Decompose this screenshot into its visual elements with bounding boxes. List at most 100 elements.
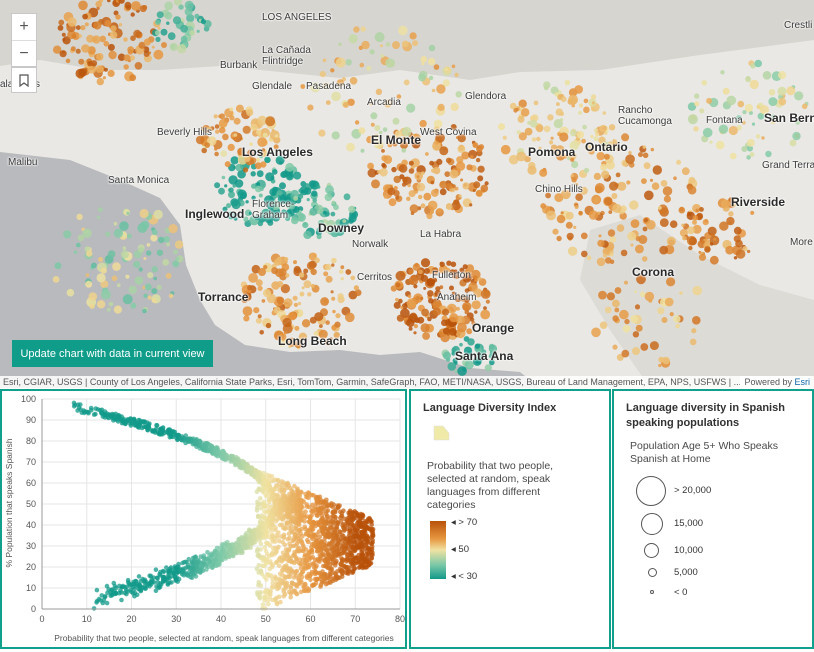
data-point (352, 539, 358, 545)
data-point (336, 553, 341, 558)
data-point (257, 501, 263, 507)
data-point (291, 492, 297, 498)
map-dot (626, 180, 631, 185)
data-point (350, 561, 356, 566)
data-point (348, 551, 354, 556)
esri-link[interactable]: Esri (794, 377, 811, 387)
data-point (304, 494, 309, 500)
x-tick-label: 20 (126, 614, 136, 624)
x-tick-label: 30 (171, 614, 181, 624)
map-dot (103, 67, 108, 72)
map-dot (325, 275, 333, 283)
map-dot (293, 302, 298, 307)
data-point (91, 412, 97, 417)
data-point (119, 584, 125, 590)
map-dot (581, 138, 586, 144)
map-dot (450, 261, 457, 268)
map-dot (447, 362, 457, 371)
data-point (260, 527, 266, 533)
map-dot (652, 165, 662, 175)
data-point (165, 576, 170, 581)
map-dot (342, 101, 349, 108)
data-point (304, 514, 310, 519)
data-point (296, 577, 301, 583)
data-point (281, 589, 287, 595)
map-dot (184, 7, 193, 16)
data-point (119, 597, 124, 603)
data-point (306, 490, 311, 495)
map-dot (439, 188, 447, 196)
map-dot (308, 252, 317, 261)
map-dot (331, 131, 340, 140)
zoom-in-button[interactable]: + (19, 18, 29, 35)
map-dot (745, 76, 752, 83)
map-dot (107, 0, 111, 3)
map-dot (360, 26, 366, 32)
map-dot (416, 182, 426, 192)
map-dot (224, 184, 228, 188)
basemap (0, 0, 814, 388)
data-point (276, 585, 282, 591)
data-point (288, 595, 294, 600)
data-point (227, 456, 233, 461)
data-point (300, 533, 305, 539)
data-point (269, 504, 274, 510)
map-dot (82, 13, 88, 20)
data-point (315, 558, 321, 563)
data-point (354, 512, 360, 518)
map-dot (126, 233, 132, 239)
map-dot (408, 190, 416, 198)
data-point (324, 548, 329, 553)
data-point (369, 556, 374, 561)
map-dot (354, 120, 360, 125)
city-label: Fontana (706, 115, 743, 126)
data-point (275, 492, 280, 498)
update-chart-button[interactable]: Update chart with data in current view (12, 340, 213, 367)
map-dot (452, 184, 456, 189)
city-label: Norwalk (352, 239, 389, 250)
map-dot (477, 175, 484, 182)
city-label: Malibu (8, 157, 38, 168)
map-dot (801, 103, 808, 110)
bookmark-icon (19, 73, 29, 87)
map-dot (73, 250, 78, 254)
map-dot (76, 213, 83, 221)
map-view[interactable]: LOS ANGELES La Cañada Flintridge Burbank… (0, 0, 814, 388)
map-dot (614, 307, 620, 313)
bookmark-button[interactable] (11, 67, 37, 93)
map-dot (425, 152, 429, 156)
map-dot (280, 284, 290, 294)
data-point (282, 582, 288, 587)
map-dot (271, 128, 275, 132)
map-dot (517, 115, 525, 123)
data-point (142, 584, 147, 589)
map-dot (316, 234, 322, 240)
data-point (269, 552, 275, 558)
data-point (103, 412, 109, 418)
map-dot (85, 280, 93, 288)
map-dot (641, 178, 647, 185)
zoom-out-button[interactable]: − (12, 40, 36, 66)
data-point (275, 477, 281, 483)
map-dot (593, 172, 602, 180)
y-tick-label: 90 (26, 415, 36, 425)
map-dot (651, 182, 660, 190)
data-point (306, 588, 311, 594)
map-dot (560, 96, 567, 103)
y-tick-label: 80 (26, 436, 36, 446)
data-point (273, 483, 279, 489)
map-dot (340, 265, 345, 270)
map-dot (554, 193, 564, 203)
data-point (205, 549, 210, 555)
data-point (264, 531, 269, 537)
map-dot (163, 236, 170, 243)
ramp-high-label: ◂ > 70 (451, 517, 478, 528)
map-dot (420, 323, 430, 333)
map-dot (388, 198, 397, 207)
data-point (344, 556, 350, 562)
map-dot (422, 332, 430, 340)
data-point (193, 441, 199, 447)
map-dot (590, 94, 597, 100)
data-point (228, 550, 233, 555)
